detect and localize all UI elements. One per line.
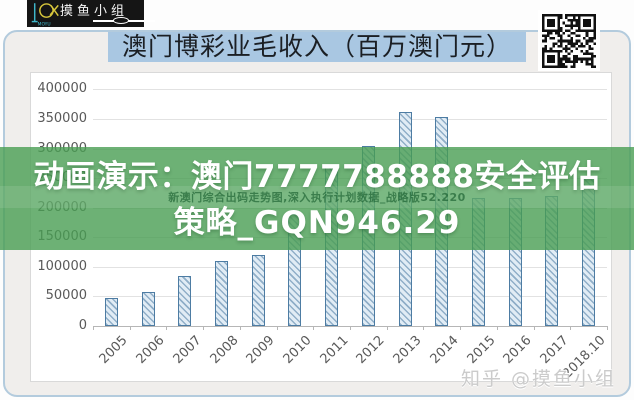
overlay-text-line2: 策略_GQN946.29 (173, 205, 461, 241)
bar-2007 (178, 276, 192, 326)
x-axis-tick (239, 326, 241, 330)
bar-2008 (215, 260, 228, 326)
x-axis-tick (276, 326, 278, 330)
x-axis-tick (570, 326, 572, 330)
fish-icon: MOYU (31, 3, 59, 26)
x-axis-tick-label: 2010 (280, 333, 315, 368)
y-axis-tick-label: 0 (78, 318, 87, 333)
x-axis-tick (203, 326, 205, 330)
x-axis-tick (607, 326, 608, 330)
x-axis-tick-label: 2016 (500, 333, 535, 368)
bar-2005 (104, 298, 118, 326)
x-axis-tick-label: 2012 (353, 333, 388, 368)
bar-2006 (141, 291, 155, 326)
x-axis-tick (350, 326, 351, 330)
y-axis-tick-label: 100000 (37, 258, 87, 274)
y-gridline (93, 296, 607, 298)
x-axis-tick (93, 326, 94, 330)
y-axis-tick-label: 50000 (45, 288, 87, 304)
x-axis-tick-label: 2009 (243, 333, 278, 368)
logo-sub-text: MOYU (38, 21, 51, 26)
chart-title: 澳门博彩业毛收入（百万澳门元） (107, 32, 526, 62)
logo-brand-text: 摸鱼小组 (60, 4, 129, 19)
x-axis-tick-label: 2007 (170, 333, 205, 368)
x-axis-tick-label: 2015 (464, 333, 499, 368)
y-axis-tick-label: 400000 (37, 81, 87, 97)
x-axis-tick-label: 2013 (390, 333, 425, 368)
x-axis-tick-label: 2011 (317, 333, 352, 368)
y-gridline (93, 89, 607, 91)
x-axis-tick (423, 326, 425, 330)
y-gridline (93, 266, 607, 268)
overlay-text-line1: 动画演示：澳门7777788888安全评估 (33, 159, 601, 195)
x-axis-tick-label: 2006 (133, 333, 168, 368)
x-axis-tick-label: 2008 (207, 333, 242, 368)
x-axis-tick (386, 326, 388, 330)
x-axis-tick-label: 2005 (96, 333, 131, 368)
x-axis-tick (533, 326, 535, 330)
x-axis-tick-label: 2014 (427, 333, 462, 368)
logo-underline (93, 17, 155, 24)
qr-code-icon (542, 13, 596, 68)
x-axis-tick (166, 326, 168, 330)
qr-code-box (538, 10, 600, 71)
x-axis-tick (460, 326, 462, 330)
bar-2009 (251, 254, 265, 326)
chart-title-row: 澳门博彩业毛收入（百万澳门元） (0, 32, 634, 62)
x-axis-tick-label: 2017 (537, 333, 572, 368)
green-overlay-banner: 动画演示：澳门7777788888安全评估 新澳门综合出码走势图,深入执行计划数… (0, 147, 634, 250)
x-axis-tick (129, 326, 131, 330)
x-axis-tick (313, 326, 315, 330)
zhihu-watermark: 知乎 @摸鱼小组 (460, 368, 616, 390)
moyu-logo-box: MOYU 摸鱼小组 (27, 0, 155, 27)
y-gridline (93, 118, 607, 120)
fish-eye-glyph (113, 17, 129, 24)
x-axis-tick (496, 326, 498, 330)
overlay-small-text: 新澳门综合出码走势图,深入执行计划数据_战略版52.220 (168, 191, 466, 204)
overlay-substrip (0, 186, 634, 208)
y-axis-tick-label: 350000 (37, 110, 87, 126)
